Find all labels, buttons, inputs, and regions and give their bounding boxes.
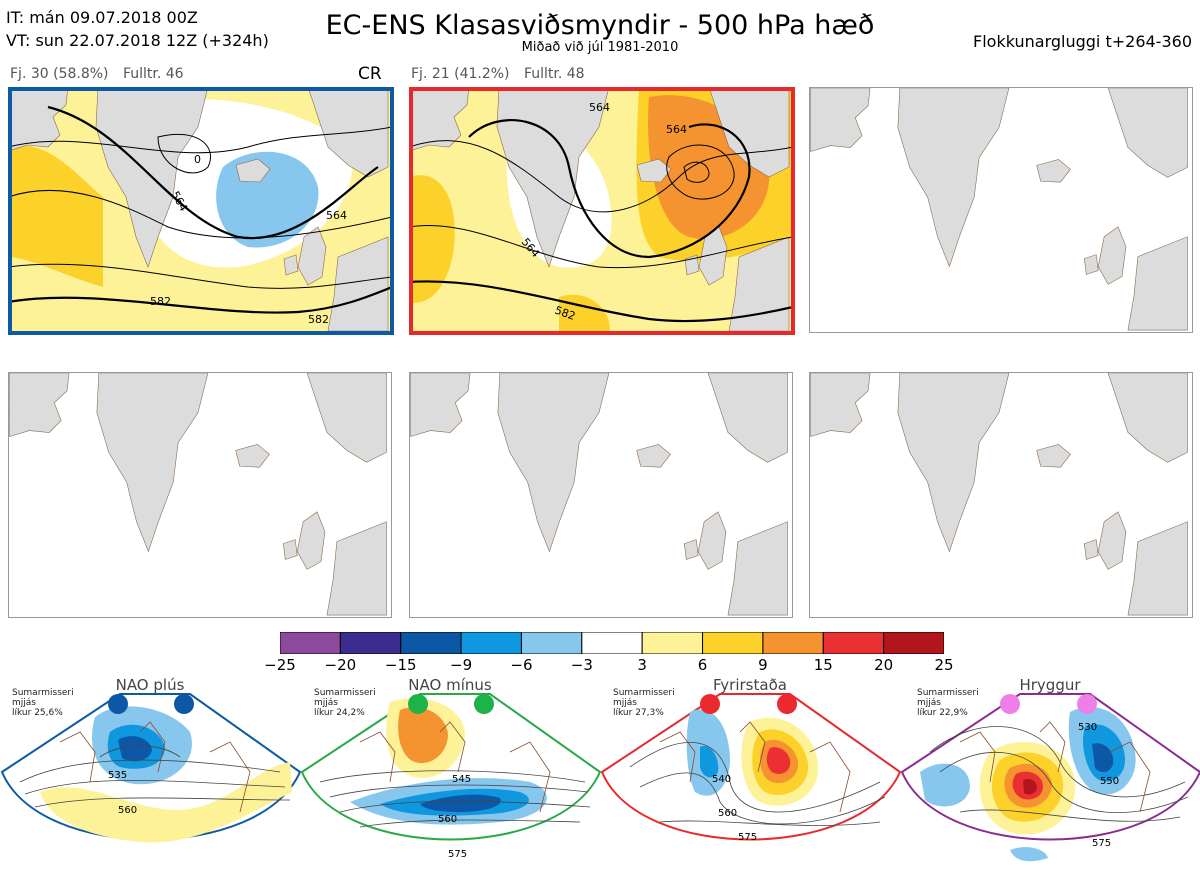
colorbar-tick-label: −3: [570, 656, 593, 674]
colorbar-tick-label: 20: [874, 656, 894, 674]
panel-2-border: [409, 87, 795, 335]
colorbar-segment: [339, 631, 402, 655]
regime-3-dot: [777, 694, 797, 714]
colorbar-tick-label: 6: [697, 656, 708, 674]
regime-2-contour-label: 545: [452, 774, 471, 785]
regime-4-probability: líkur 22,9%: [917, 708, 968, 718]
regime-3-meta: Sumarmisseri mjjás líkur 27,3%: [613, 688, 675, 718]
regime-2-title: NAO mínus: [408, 676, 492, 694]
colorbar-tick-label: −6: [510, 656, 533, 674]
regime-ridge: 530 550 575: [900, 693, 1200, 862]
climate-reference: Miðað við júl 1981-2010: [521, 40, 679, 55]
regime-nao-minus: 545 560 575: [300, 693, 602, 860]
regime-1-meta: Sumarmisseri mjjás líkur 25,6%: [12, 688, 74, 718]
colorbar-tick-label: −9: [450, 656, 473, 674]
regime-3-smoothing: mjjás: [613, 698, 637, 708]
panel-2-contour-label: 564: [666, 123, 687, 136]
colorbar-segment: [400, 631, 462, 655]
colorbar-tick-label: 15: [813, 656, 833, 674]
panel-1-contour-label: 582: [150, 295, 171, 308]
regime-1-contour-label: 560: [118, 805, 137, 816]
empty-map-3: [809, 87, 1193, 333]
regime-3-contour-label: 575: [738, 832, 757, 843]
regime-4-dot: [1077, 694, 1097, 714]
classification-window: Flokkunargluggi t+264-360: [973, 32, 1192, 51]
panel-1-border: [8, 87, 394, 335]
panel-1-count: Fj. 30 (58.8%): [10, 66, 109, 82]
colorbar-tick-label: 9: [758, 656, 768, 674]
colorbar-segment: [581, 631, 643, 655]
regime-2-dot: [474, 694, 494, 714]
regime-4-contour-label: 550: [1100, 776, 1119, 787]
valid-time: VT: sun 22.07.2018 12Z (+324h): [6, 31, 269, 50]
empty-map-4: [8, 372, 392, 618]
colorbar-tick-label: 25: [934, 656, 954, 674]
colorbar-tick-label: −20: [324, 656, 357, 674]
panel-1-contour-label: 582: [308, 313, 329, 326]
regime-2-meta: Sumarmisseri mjjás líkur 24,2%: [314, 688, 376, 718]
regime-4-smoothing: mjjás: [917, 698, 941, 708]
regime-4-title: Hryggur: [1019, 676, 1081, 694]
regime-row: 535 560 545 560 575: [0, 672, 1200, 871]
panel-2-representative: Fulltr. 48: [523, 66, 585, 82]
regime-1-probability: líkur 25,6%: [12, 708, 63, 718]
panel-1-representative: Fulltr. 46: [122, 66, 184, 82]
colorbar-segment: [822, 631, 885, 655]
regime-blocking: 540 560 575: [600, 693, 902, 843]
regime-2-dot: [408, 694, 428, 714]
page-title: EC-ENS Klasasviðsmyndir - 500 hPa hæð: [325, 10, 875, 41]
regime-4-dot: [1000, 694, 1020, 714]
regime-1-dot: [174, 694, 194, 714]
panel-2-label: Fj. 21 (41.2%) Fulltr. 48: [411, 66, 595, 82]
initial-time: IT: mán 09.07.2018 00Z: [6, 8, 198, 27]
regime-2-smoothing: mjjás: [314, 698, 338, 708]
regime-nao-plus: 535 560: [0, 693, 302, 843]
panel-2-count: Fj. 21 (41.2%): [411, 66, 510, 82]
panel-1-label: Fj. 30 (58.8%) Fulltr. 46: [10, 66, 194, 82]
run-info: IT: mán 09.07.2018 00Z VT: sun 22.07.201…: [6, 6, 269, 52]
cluster-map-2: 564 564 564 582: [409, 87, 793, 333]
regime-3-dot: [700, 694, 720, 714]
colorbar-segment: [279, 631, 341, 655]
colorbar-segment: [883, 631, 945, 655]
regime-1-season: Sumarmisseri: [12, 688, 74, 698]
colorbar-segment: [460, 631, 522, 655]
colorbar-tick-label: 3: [637, 656, 647, 674]
panel-1-contour-label: 0: [194, 153, 201, 166]
regime-2-probability: líkur 24,2%: [314, 708, 365, 718]
colorbar-segment: [702, 631, 764, 655]
panel-1-contour-label: 564: [326, 209, 347, 222]
empty-map-6: [809, 372, 1193, 618]
regime-2-contour-label: 575: [448, 849, 467, 860]
regime-3-contour-label: 560: [718, 808, 737, 819]
regime-3-contour-label: 540: [712, 774, 731, 785]
regime-1-title: NAO plús: [115, 676, 185, 694]
regime-1-smoothing: mjjás: [12, 698, 36, 708]
empty-map-5: [409, 372, 793, 618]
colorbar-tick-label: −15: [384, 656, 417, 674]
panel-1-tag: CR: [358, 64, 382, 84]
regime-2-contour-label: 560: [438, 814, 457, 825]
regime-1-dot: [108, 694, 128, 714]
colorbar-tick-label: −25: [264, 656, 296, 674]
regime-1-contour-label: 535: [108, 770, 127, 781]
regime-3-probability: líkur 27,3%: [613, 708, 664, 718]
regime-4-meta: Sumarmisseri mjjás líkur 22,9%: [917, 688, 979, 718]
colorbar: [279, 631, 945, 658]
cluster-map-1: 564 564 582 582 0: [8, 87, 392, 333]
regime-2-season: Sumarmisseri: [314, 688, 376, 698]
regime-3-title: Fyrirstaða: [713, 676, 787, 694]
panel-2-contour-label: 564: [589, 101, 610, 114]
regime-4-season: Sumarmisseri: [917, 688, 979, 698]
colorbar-segment: [762, 631, 824, 655]
colorbar-segment: [641, 631, 704, 655]
regime-4-contour-label: 530: [1078, 722, 1097, 733]
colorbar-segment: [520, 631, 583, 655]
regime-4-contour-label: 575: [1092, 838, 1111, 849]
regime-3-season: Sumarmisseri: [613, 688, 675, 698]
